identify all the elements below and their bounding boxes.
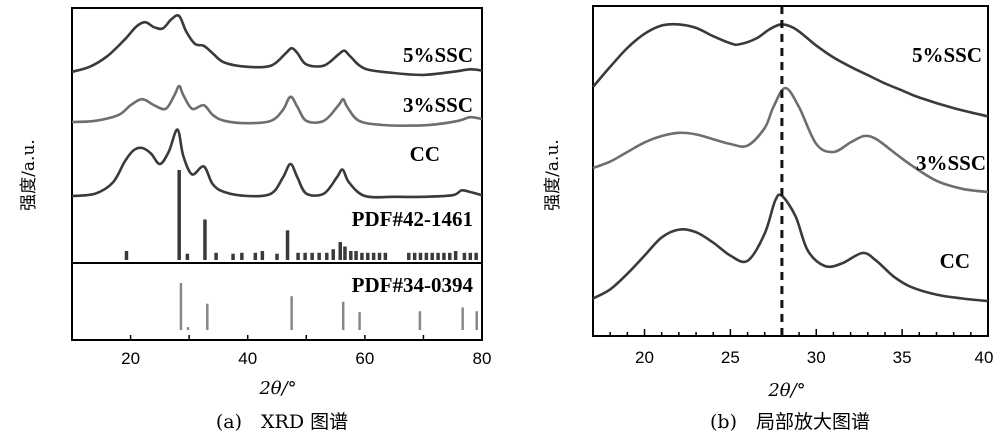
panel-b-zoom-pattern: 20 25 30 35 40 5%SSC 3%SSC CC 强度/a.u. 2θ/° (…	[543, 6, 993, 433]
panel-a-reference-sticks	[126, 170, 476, 330]
panel-b-x-ticks: 20 25 30 35 40	[610, 329, 993, 367]
b-y-axis-label: 强度/a.u.	[543, 139, 563, 211]
b-series-3%SSC	[593, 88, 988, 192]
b-series-CC	[593, 195, 988, 302]
b-x-axis-label: 2θ/°	[767, 380, 805, 401]
a-y-axis-label: 强度/a.u.	[19, 139, 39, 211]
a-x-tick-label: 80	[473, 349, 492, 368]
a-label-pdf42: PDF#42-1461	[352, 207, 473, 231]
b-label-5ssc: 5%SSC	[912, 43, 982, 67]
a-x-tick-label: 60	[355, 349, 374, 368]
b-x-tick-label: 30	[807, 348, 826, 367]
b-x-tick-label: 25	[721, 348, 740, 367]
panel-a-xrd-pattern: 20 40 60 80 5%SSC 3%SSC CC PDF#42-1461 PDF#…	[19, 8, 491, 433]
b-x-tick-label: 40	[975, 348, 994, 367]
a-label-3ssc: 3%SSC	[403, 93, 473, 117]
b-label-cc: CC	[940, 249, 970, 273]
a-x-tick-label: 20	[121, 349, 140, 368]
b-x-tick-label: 35	[893, 348, 912, 367]
b-label-3ssc: 3%SSC	[916, 151, 986, 175]
b-caption: (b) 局部放大图谱	[710, 411, 870, 433]
a-x-tick-label: 40	[238, 349, 257, 368]
a-x-axis-label: 2θ/°	[258, 378, 296, 399]
b-x-tick-label: 20	[635, 348, 654, 367]
a-caption: (a) XRD 图谱	[216, 411, 348, 433]
a-label-pdf34: PDF#34-0394	[352, 273, 474, 297]
a-label-5ssc: 5%SSC	[403, 43, 473, 67]
a-label-cc: CC	[410, 142, 440, 166]
b-series-5%SSC	[593, 24, 988, 116]
